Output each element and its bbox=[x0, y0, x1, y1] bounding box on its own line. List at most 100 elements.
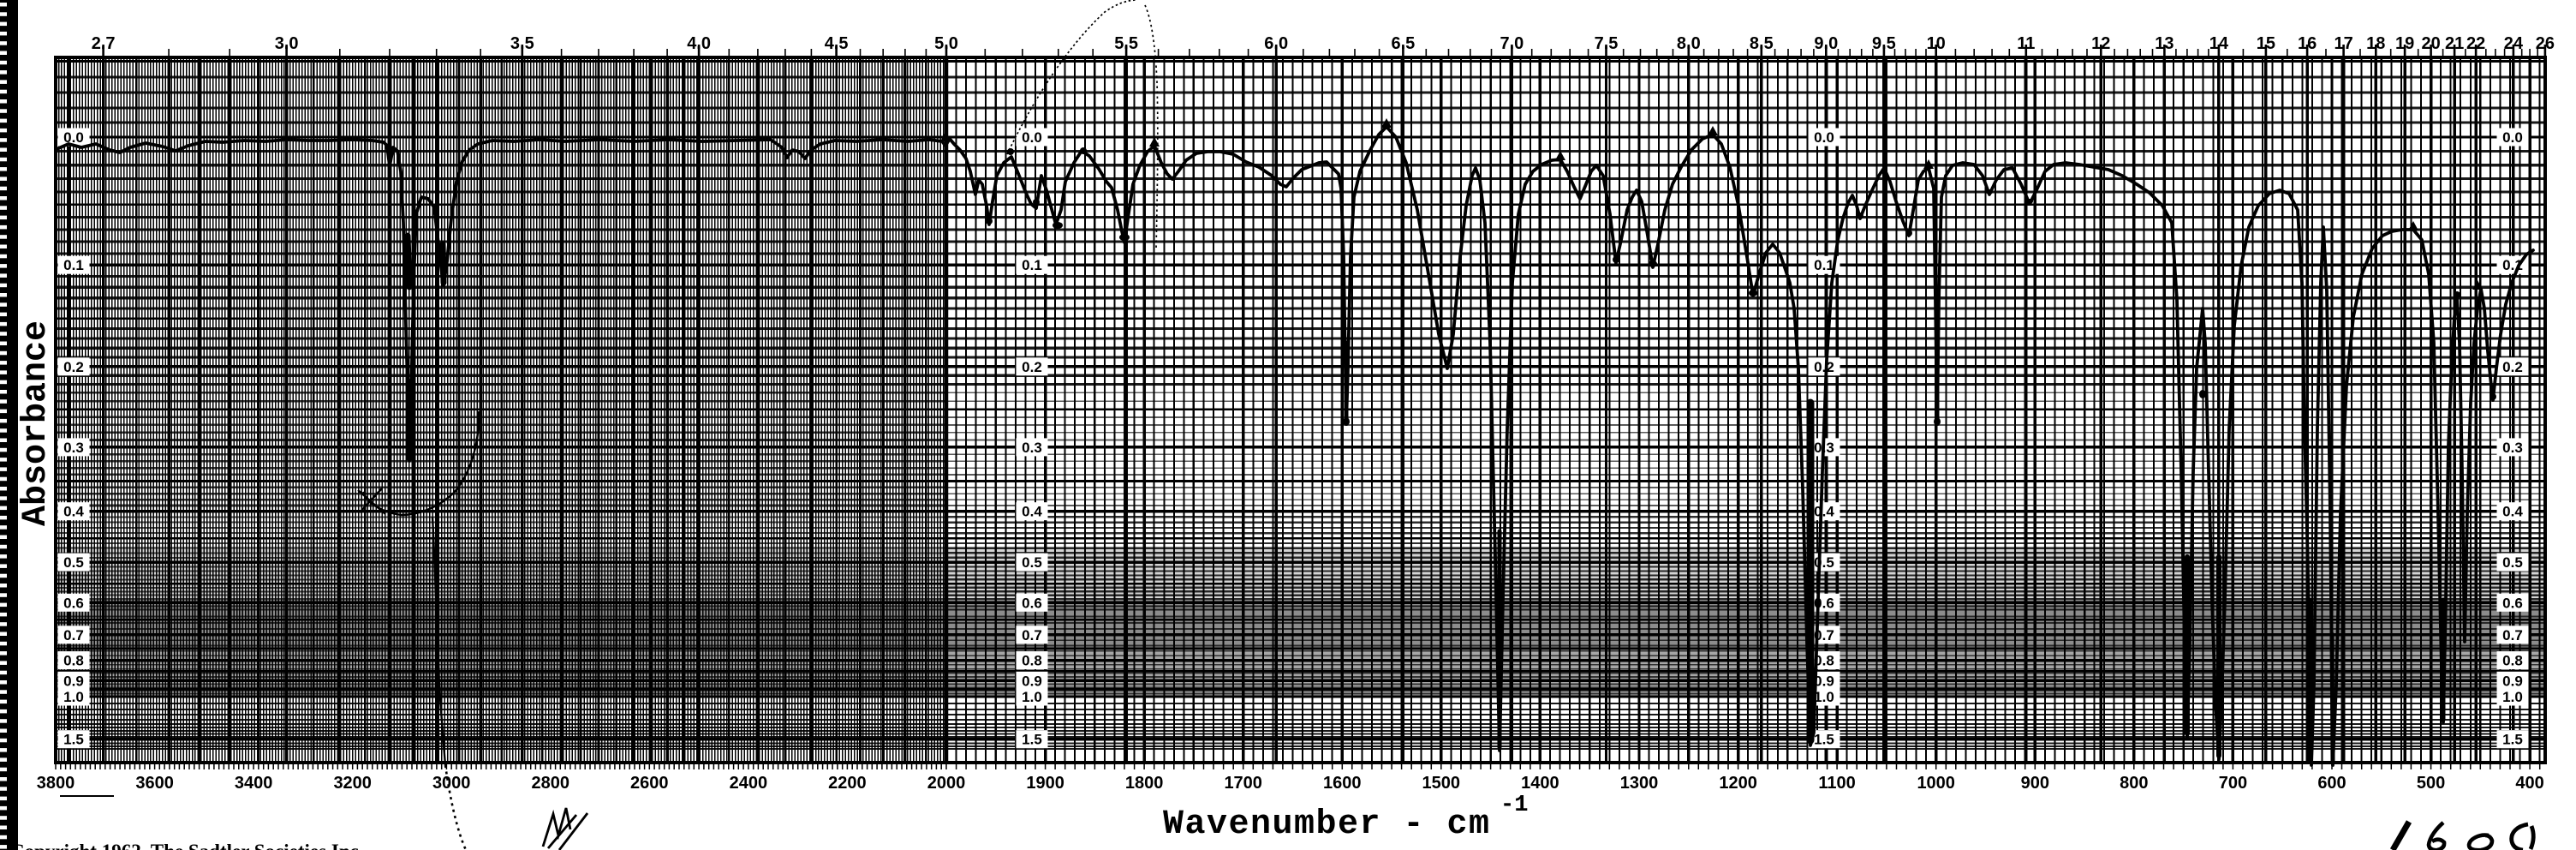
svg-text:7.0: 7.0 bbox=[1500, 34, 1524, 53]
svg-text:0.0: 0.0 bbox=[1022, 129, 1042, 146]
svg-text:2800: 2800 bbox=[532, 774, 570, 793]
svg-text:-1: -1 bbox=[1500, 793, 1528, 818]
svg-text:20: 20 bbox=[2421, 34, 2440, 53]
svg-text:1400: 1400 bbox=[1521, 774, 1559, 793]
svg-text:800: 800 bbox=[2120, 774, 2148, 793]
svg-text:0.8: 0.8 bbox=[1814, 653, 1834, 669]
svg-text:1.5: 1.5 bbox=[63, 732, 84, 748]
svg-text:1.5: 1.5 bbox=[1022, 732, 1042, 748]
svg-text:14: 14 bbox=[2209, 34, 2229, 53]
svg-text:0.5: 0.5 bbox=[63, 554, 84, 571]
svg-text:0.7: 0.7 bbox=[1022, 627, 1042, 643]
svg-text:2200: 2200 bbox=[828, 774, 867, 793]
svg-text:13: 13 bbox=[2155, 34, 2174, 53]
svg-text:0.3: 0.3 bbox=[1022, 440, 1042, 456]
svg-text:600: 600 bbox=[2317, 774, 2346, 793]
svg-text:3600: 3600 bbox=[135, 774, 174, 793]
svg-text:0.7: 0.7 bbox=[1814, 627, 1834, 643]
svg-text:24: 24 bbox=[2504, 34, 2524, 53]
svg-text:12: 12 bbox=[2091, 34, 2110, 53]
svg-text:15: 15 bbox=[2257, 34, 2275, 53]
svg-text:0.5: 0.5 bbox=[1022, 554, 1042, 571]
svg-text:4.5: 4.5 bbox=[825, 34, 849, 53]
svg-text:0.6: 0.6 bbox=[63, 595, 84, 611]
svg-text:5.0: 5.0 bbox=[934, 34, 958, 53]
svg-text:0.8: 0.8 bbox=[1022, 653, 1042, 669]
svg-text:6.0: 6.0 bbox=[1264, 34, 1288, 53]
svg-text:8.5: 8.5 bbox=[1750, 34, 1774, 53]
svg-text:Wavenumber - cm: Wavenumber - cm bbox=[1163, 805, 1491, 844]
svg-text:6.5: 6.5 bbox=[1391, 34, 1415, 53]
svg-text:2.7: 2.7 bbox=[92, 34, 116, 53]
svg-text:0.9: 0.9 bbox=[63, 673, 84, 689]
svg-text:0.9: 0.9 bbox=[1022, 673, 1042, 689]
svg-text:0.5: 0.5 bbox=[2502, 554, 2523, 571]
svg-text:4.0: 4.0 bbox=[687, 34, 711, 53]
svg-text:1700: 1700 bbox=[1224, 774, 1262, 793]
svg-text:7.5: 7.5 bbox=[1595, 34, 1619, 53]
svg-text:1600: 1600 bbox=[1323, 774, 1362, 793]
svg-text:9.0: 9.0 bbox=[1814, 34, 1838, 53]
svg-text:0.4: 0.4 bbox=[1814, 504, 1834, 520]
svg-text:3200: 3200 bbox=[333, 774, 372, 793]
svg-text:0.2: 0.2 bbox=[1814, 359, 1834, 375]
svg-text:22: 22 bbox=[2466, 34, 2485, 53]
svg-text:1000: 1000 bbox=[1917, 774, 1955, 793]
svg-text:3.0: 3.0 bbox=[275, 34, 299, 53]
svg-text:0.6: 0.6 bbox=[2502, 595, 2523, 611]
svg-text:0.7: 0.7 bbox=[2502, 627, 2523, 643]
svg-text:0.2: 0.2 bbox=[2502, 359, 2523, 375]
svg-text:0.3: 0.3 bbox=[2502, 440, 2523, 456]
svg-text:0.0: 0.0 bbox=[63, 129, 84, 146]
svg-text:1100: 1100 bbox=[1818, 774, 1855, 793]
svg-text:0.0: 0.0 bbox=[2502, 129, 2523, 146]
svg-text:0.9: 0.9 bbox=[1814, 673, 1834, 689]
svg-text:9.5: 9.5 bbox=[1872, 34, 1896, 53]
svg-text:0.8: 0.8 bbox=[63, 653, 84, 669]
svg-text:0.8: 0.8 bbox=[2502, 653, 2523, 669]
svg-text:0.1: 0.1 bbox=[1022, 257, 1042, 273]
svg-text:2000: 2000 bbox=[927, 774, 966, 793]
svg-text:19: 19 bbox=[2395, 34, 2414, 53]
svg-text:3.5: 3.5 bbox=[510, 34, 534, 53]
svg-text:0.4: 0.4 bbox=[63, 504, 84, 520]
svg-text:Absorbance: Absorbance bbox=[17, 320, 56, 526]
svg-text:700: 700 bbox=[2219, 774, 2247, 793]
svg-text:1900: 1900 bbox=[1026, 774, 1064, 793]
svg-text:0.9: 0.9 bbox=[2502, 673, 2523, 689]
svg-text:2400: 2400 bbox=[730, 774, 768, 793]
svg-text:8.0: 8.0 bbox=[1677, 34, 1701, 53]
svg-text:0.1: 0.1 bbox=[63, 257, 84, 273]
svg-text:11: 11 bbox=[2017, 34, 2035, 53]
svg-text:21: 21 bbox=[2445, 34, 2464, 53]
svg-text:1.0: 1.0 bbox=[1814, 689, 1834, 705]
svg-text:1200: 1200 bbox=[1719, 774, 1757, 793]
svg-text:26: 26 bbox=[2536, 34, 2555, 53]
svg-text:1500: 1500 bbox=[1422, 774, 1461, 793]
svg-text:0.0: 0.0 bbox=[1814, 129, 1834, 146]
svg-text:3000: 3000 bbox=[432, 774, 471, 793]
svg-text:0.1: 0.1 bbox=[1814, 257, 1834, 273]
svg-text:0.5: 0.5 bbox=[1814, 554, 1834, 571]
svg-text:1.5: 1.5 bbox=[1814, 732, 1834, 748]
svg-text:1.5: 1.5 bbox=[2502, 732, 2523, 748]
svg-text:16: 16 bbox=[2298, 34, 2317, 53]
svg-text:0.2: 0.2 bbox=[1022, 359, 1042, 375]
svg-text:5.5: 5.5 bbox=[1114, 34, 1138, 53]
svg-text:1.0: 1.0 bbox=[63, 689, 84, 705]
svg-text:10: 10 bbox=[1927, 34, 1946, 53]
svg-text:0.4: 0.4 bbox=[1022, 504, 1042, 520]
svg-text:18: 18 bbox=[2366, 34, 2385, 53]
svg-text:0.7: 0.7 bbox=[63, 627, 84, 643]
svg-text:0.3: 0.3 bbox=[63, 440, 84, 456]
svg-text:2600: 2600 bbox=[630, 774, 669, 793]
svg-text:1300: 1300 bbox=[1620, 774, 1659, 793]
svg-text:1.0: 1.0 bbox=[1022, 689, 1042, 705]
svg-text:0.2: 0.2 bbox=[63, 359, 84, 375]
svg-text:17: 17 bbox=[2334, 34, 2352, 53]
svg-text:3800: 3800 bbox=[37, 774, 75, 793]
svg-text:0.6: 0.6 bbox=[1022, 595, 1042, 611]
svg-text:0.4: 0.4 bbox=[2502, 504, 2523, 520]
svg-text:500: 500 bbox=[2417, 774, 2445, 793]
svg-text:900: 900 bbox=[2021, 774, 2049, 793]
